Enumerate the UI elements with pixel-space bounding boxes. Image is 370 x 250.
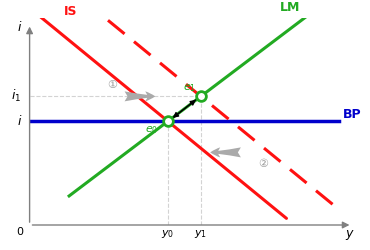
Text: i: i [18, 22, 21, 34]
Text: BP: BP [343, 108, 361, 121]
Text: IS: IS [64, 5, 78, 18]
Text: $y_1$: $y_1$ [194, 228, 208, 240]
Text: LM: LM [280, 1, 300, 14]
Text: $e_1$: $e_1$ [183, 82, 196, 94]
Text: ①: ① [107, 80, 117, 90]
Text: $y_0$: $y_0$ [161, 228, 175, 240]
Text: ②: ② [258, 159, 268, 169]
Text: i: i [18, 115, 21, 128]
Text: y: y [345, 227, 353, 240]
Text: 0: 0 [16, 227, 23, 237]
Text: $e_0$: $e_0$ [145, 125, 158, 136]
Text: $i_1$: $i_1$ [11, 88, 21, 104]
